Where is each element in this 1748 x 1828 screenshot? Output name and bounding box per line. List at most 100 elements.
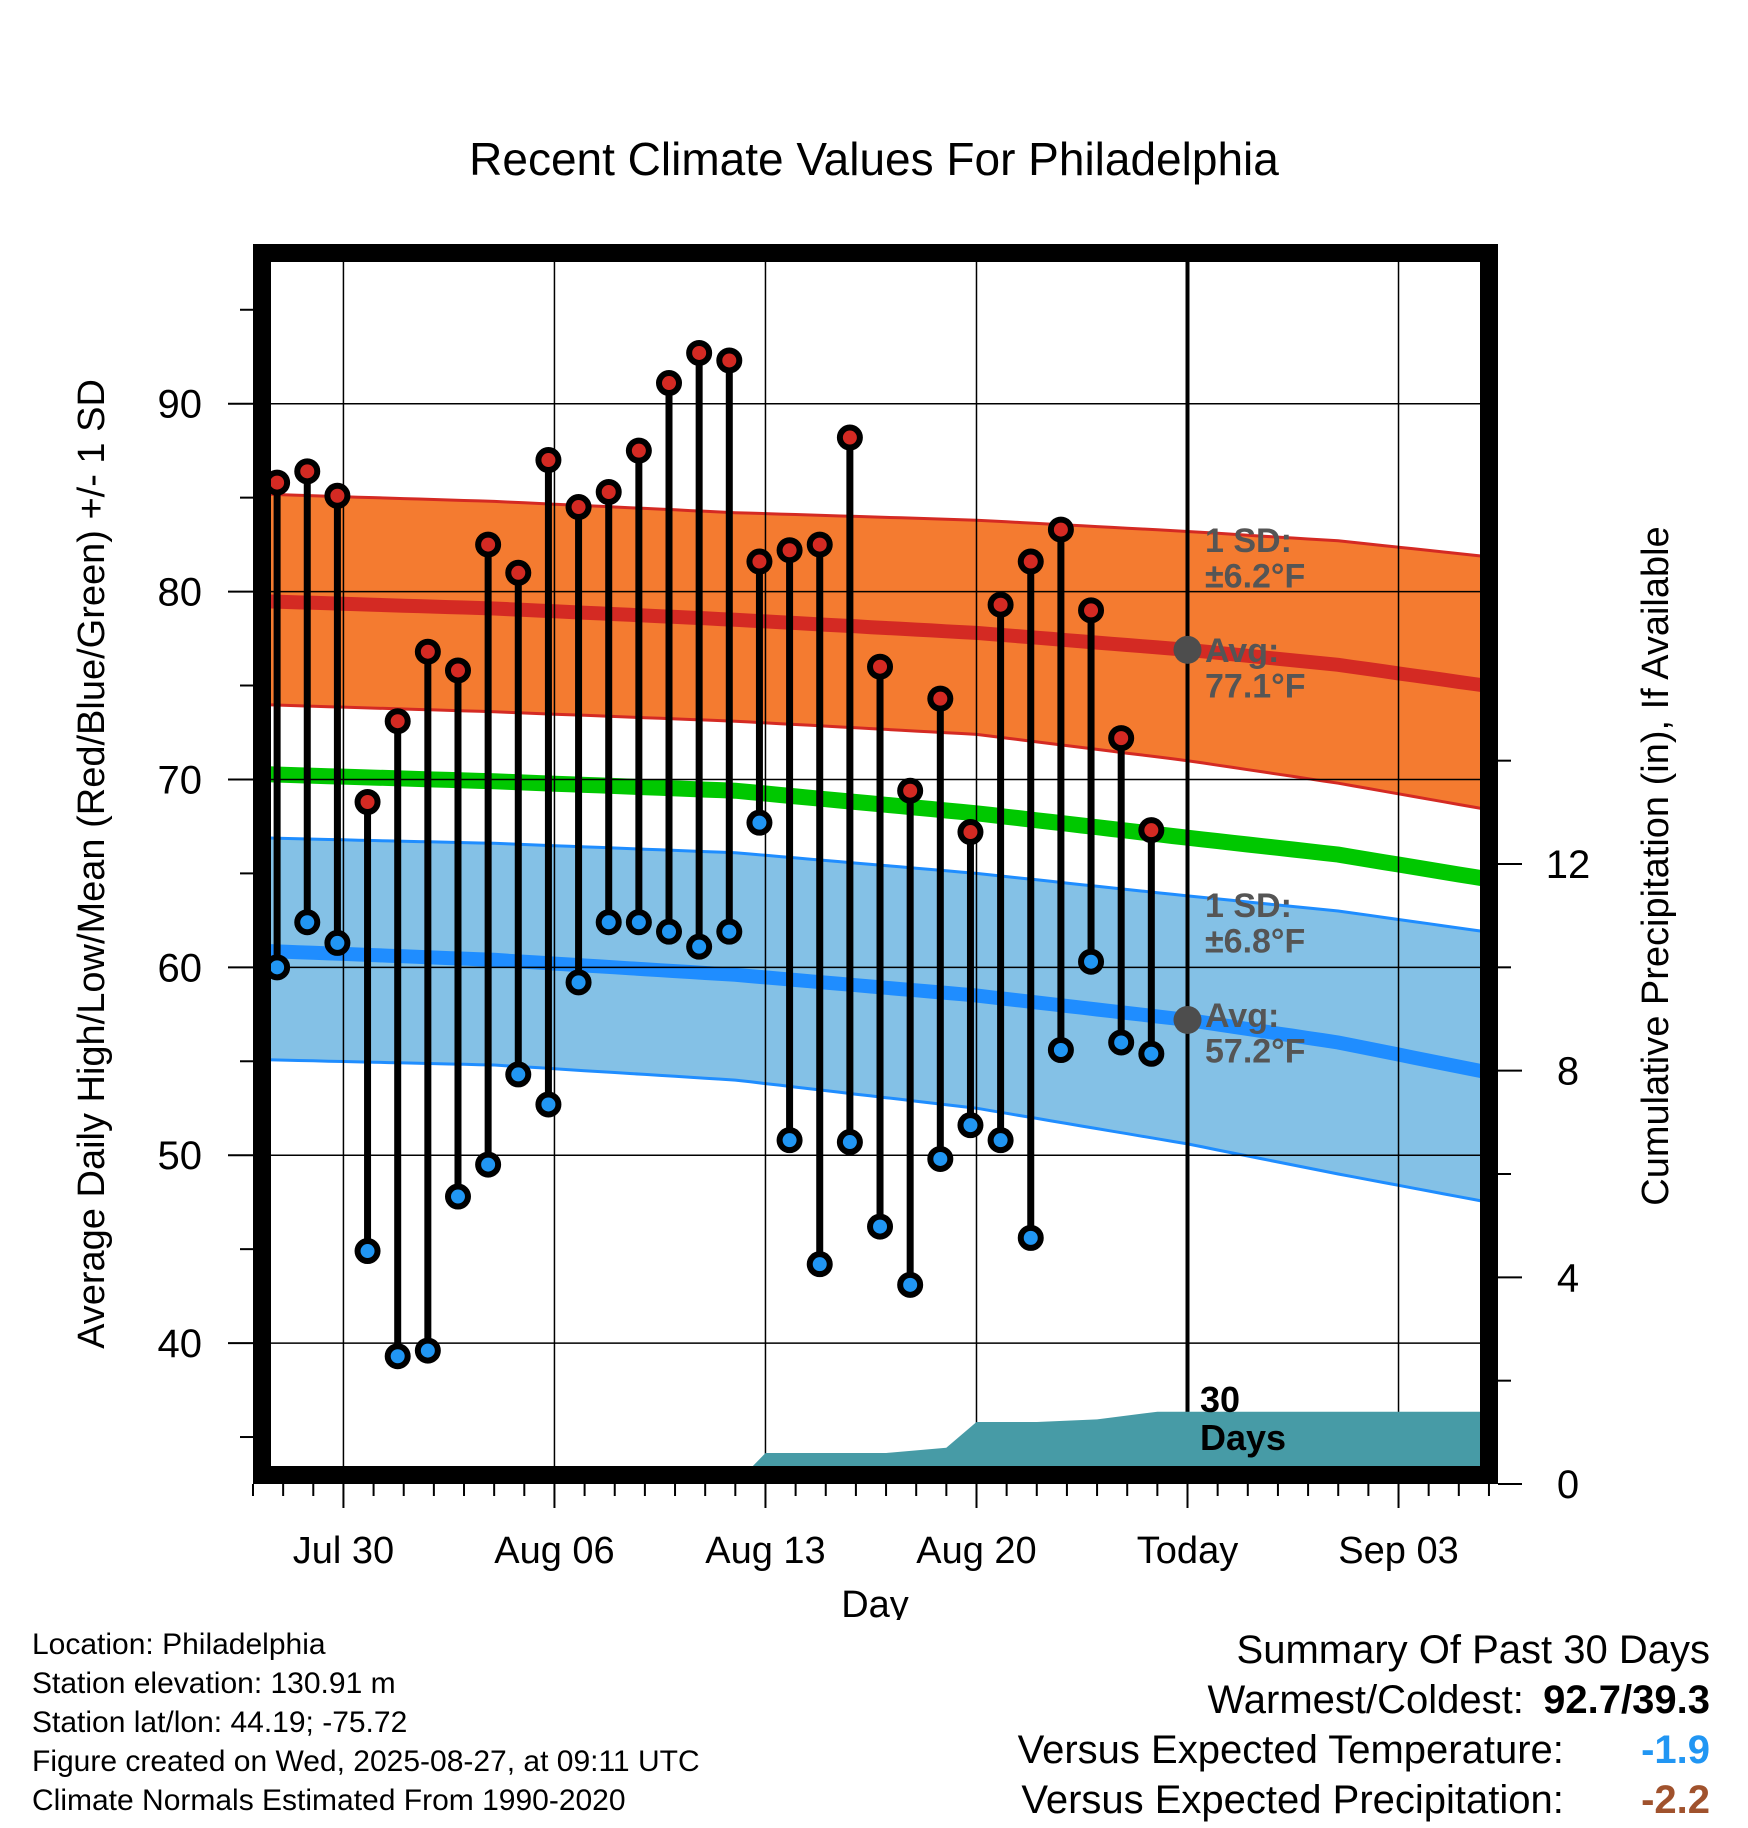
daily-low-point: [294, 909, 321, 936]
daily-high-point: [987, 591, 1014, 618]
normals-text: Climate Normals Estimated From 1990-2020: [32, 1784, 626, 1817]
normal-high-band-upper-edge: [262, 492, 1489, 559]
high-avg-annotation: Avg: 77.1°F: [1205, 632, 1306, 706]
x-tick-label: Sep 03: [1338, 1530, 1458, 1572]
daily-high-point: [1138, 817, 1165, 844]
y-tick-label: 80: [158, 571, 203, 615]
precipitation-area: [744, 1411, 1489, 1475]
daily-low-point: [1017, 1224, 1044, 1251]
station-metadata: Location: Philadelphia Station elevation…: [32, 1625, 700, 1820]
daily-high-point: [836, 424, 863, 451]
daily-low-point: [867, 1213, 894, 1240]
daily-low-point: [565, 969, 592, 996]
daily-low-point: [505, 1061, 532, 1088]
summary-panel: Summary Of Past 30 Days Warmest/Coldest:…: [1018, 1625, 1710, 1825]
daily-low-point: [656, 918, 683, 945]
y2-tick-label: 4: [1557, 1256, 1579, 1300]
summary-title: Summary Of Past 30 Days: [1236, 1628, 1710, 1672]
daily-low-point: [957, 1112, 984, 1139]
daily-high-point: [475, 531, 502, 558]
low-avg-annotation-line: 57.2°F: [1205, 1033, 1306, 1071]
y2-tick-label: 0: [1557, 1463, 1579, 1507]
y2-tick-label: 8: [1557, 1050, 1579, 1094]
high-sd-annotation-line: 1 SD:: [1205, 522, 1292, 560]
y-axis-label-left: Average Daily High/Low/Mean (Red/Blue/Gr…: [71, 379, 113, 1349]
daily-low-point: [897, 1271, 924, 1298]
normal-low-band: [262, 837, 1489, 1203]
daily-high-point: [414, 638, 441, 665]
days-annotation-line: 30: [1200, 1379, 1240, 1420]
daily-low-point: [776, 1127, 803, 1154]
y-tick-label: 90: [158, 383, 203, 427]
y-tick-label: 60: [158, 946, 203, 990]
daily-high-point: [686, 339, 713, 366]
x-tick-label: Aug 20: [916, 1530, 1036, 1572]
daily-high-point: [1017, 548, 1044, 575]
x-tick-label: Jul 30: [293, 1530, 394, 1572]
chart-title: Recent Climate Values For Philadelphia: [469, 133, 1279, 185]
days-annotation-line: Days: [1200, 1417, 1286, 1458]
daily-high-point: [444, 657, 471, 684]
daily-low-point: [1078, 948, 1105, 975]
daily-low-point: [686, 933, 713, 960]
daily-low-point: [1138, 1040, 1165, 1067]
temperature-departure-value: -1.9: [1641, 1728, 1710, 1772]
daily-high-point: [927, 685, 954, 712]
daily-high-point: [716, 347, 743, 374]
daily-high-point: [776, 537, 803, 564]
y-tick-label: 50: [158, 1134, 203, 1178]
today-low-avg-marker: [1173, 1005, 1202, 1034]
latlon-text: Station lat/lon: 44.19; -75.72: [32, 1706, 408, 1739]
daily-low-point: [625, 909, 652, 936]
daily-low-point: [987, 1127, 1014, 1154]
high-sd-annotation: 1 SD: ±6.2°F: [1205, 522, 1305, 596]
high-avg-annotation-line: Avg:: [1205, 632, 1279, 670]
x-axis: Jul 30 Aug 06 Aug 13 Aug 20 Today Sep 03: [252, 1484, 1490, 1572]
low-sd-annotation-line: 1 SD:: [1205, 887, 1292, 925]
daily-high-point: [1078, 597, 1105, 624]
warmest-coldest-row: Warmest/Coldest: 92.7/39.3: [1018, 1675, 1711, 1725]
y-tick-label: 40: [158, 1322, 203, 1366]
right-axis: 0 4 8 12: [1498, 759, 1590, 1507]
daily-low-point: [746, 809, 773, 836]
daily-high-point: [565, 494, 592, 521]
precipitation-departure-value: -2.2: [1641, 1778, 1710, 1822]
low-sd-annotation-line: ±6.8°F: [1205, 923, 1305, 961]
daily-low-point: [354, 1238, 381, 1265]
daily-high-point: [294, 458, 321, 485]
warmest-coldest-label: Warmest/Coldest:: [1207, 1678, 1524, 1722]
daily-low-point: [836, 1129, 863, 1156]
daily-low-point: [535, 1091, 562, 1118]
daily-high-point: [535, 447, 562, 474]
daily-high-point: [384, 708, 411, 735]
daily-low-point: [384, 1343, 411, 1370]
daily-high-point: [1047, 516, 1074, 543]
elevation-text: Station elevation: 130.91 m: [32, 1667, 396, 1700]
daily-low-point: [806, 1251, 833, 1278]
low-avg-annotation: Avg: 57.2°F: [1205, 997, 1306, 1071]
normal-high-mean-line: [262, 594, 1489, 694]
daily-high-point: [595, 479, 622, 505]
y-tick-label: 70: [158, 758, 203, 802]
climate-chart: Recent Climate Values For Philadelphia 4…: [71, 133, 1677, 1620]
daily-high-point: [354, 789, 381, 815]
daily-high-point: [656, 370, 683, 397]
daily-high-point: [746, 548, 773, 575]
today-high-avg-marker: [1173, 635, 1202, 664]
daily-high-point: [957, 819, 984, 846]
daily-high-point: [505, 559, 532, 586]
x-tick-label: Aug 06: [494, 1530, 614, 1572]
daily-low-point: [716, 918, 743, 945]
x-axis-label: Day: [841, 1584, 909, 1620]
daily-low-point: [414, 1337, 441, 1364]
low-sd-annotation: 1 SD: ±6.8°F: [1205, 887, 1305, 961]
daily-low-point: [1047, 1037, 1074, 1063]
high-sd-annotation-line: ±6.2°F: [1205, 558, 1305, 596]
daily-low-point: [444, 1183, 471, 1210]
precipitation-departure-row: Versus Expected Precipitation: -2.2: [1018, 1775, 1710, 1825]
left-axis: 40 50 60 70 80 90: [158, 308, 253, 1439]
low-avg-annotation-line: Avg:: [1205, 997, 1279, 1035]
daily-high-point: [324, 482, 351, 509]
precipitation-departure-label: Versus Expected Precipitation:: [1021, 1778, 1564, 1822]
daily-low-point: [475, 1151, 502, 1178]
